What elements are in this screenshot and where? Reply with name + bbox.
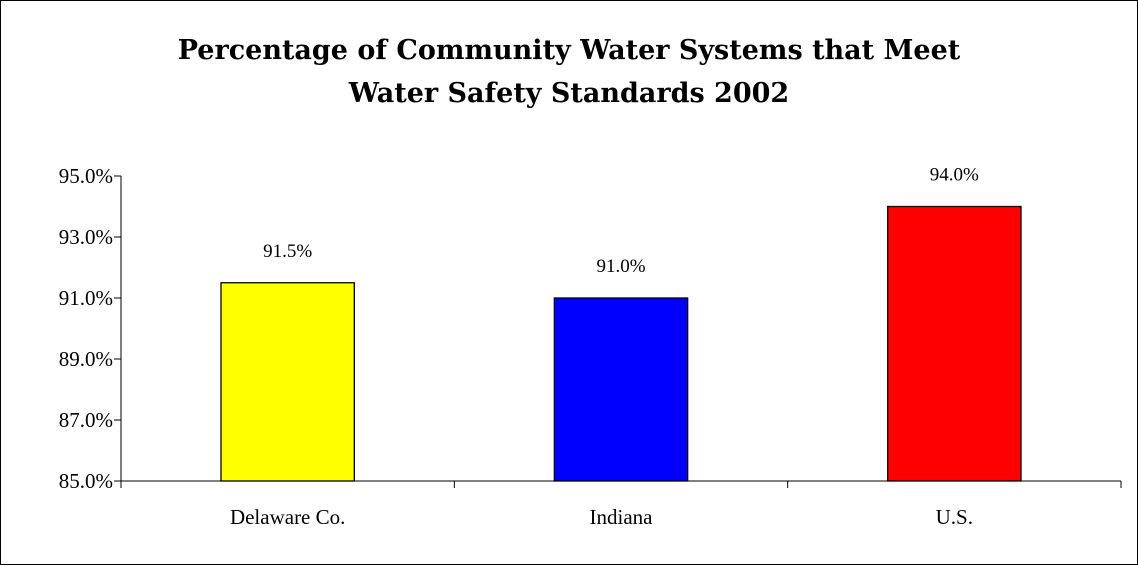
bar-delaware-co <box>220 282 355 482</box>
category-label: Delaware Co. <box>230 505 345 529</box>
bar-u-s <box>887 205 1022 482</box>
data-label: 91.5% <box>263 241 312 262</box>
y-tick-label: 85.0% <box>59 469 113 493</box>
y-tick-label: 95.0% <box>59 164 113 188</box>
y-tick-label: 91.0% <box>59 286 113 310</box>
chart-title-line-1: Percentage of Community Water Systems th… <box>177 35 961 66</box>
y-tick-label: 89.0% <box>59 347 113 371</box>
bar-indiana <box>553 297 689 482</box>
chart-title: Percentage of Community Water Systems th… <box>1 29 1137 115</box>
category-label: U.S. <box>936 505 973 529</box>
data-label: 91.0% <box>596 256 645 277</box>
category-label: Indiana <box>590 505 654 529</box>
y-tick-label: 87.0% <box>59 408 113 432</box>
y-tick-label: 93.0% <box>59 225 113 249</box>
data-label: 94.0% <box>930 165 979 186</box>
chart-title-line-2: Water Safety Standards 2002 <box>348 78 790 109</box>
